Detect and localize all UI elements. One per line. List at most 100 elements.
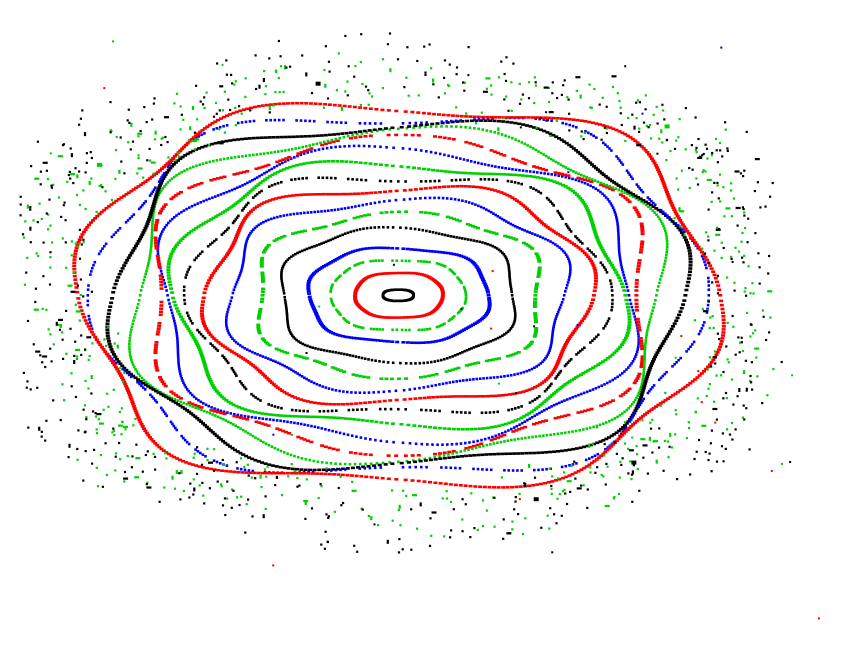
orbit-point xyxy=(566,186,571,190)
orbit-point xyxy=(628,173,632,177)
orbit-point xyxy=(163,282,166,285)
orbit-point xyxy=(374,438,377,442)
orbit-point xyxy=(557,478,562,481)
orbit-point xyxy=(500,166,504,169)
orbit-point xyxy=(263,164,268,168)
orbit-point xyxy=(424,196,427,200)
orbit-point xyxy=(625,302,630,306)
orbit-point xyxy=(707,235,710,238)
orbit-series-7 xyxy=(200,184,598,406)
orbit-point xyxy=(293,396,298,399)
orbit-point xyxy=(345,269,349,272)
orbit-point xyxy=(623,442,627,445)
orbit-point xyxy=(361,82,364,86)
orbit-point xyxy=(485,376,489,380)
orbit-point xyxy=(260,104,265,107)
orbit-point xyxy=(589,106,592,109)
orbit-point xyxy=(149,249,153,252)
orbit-point xyxy=(370,358,374,362)
orbit-point xyxy=(350,250,355,253)
orbit-point xyxy=(528,463,531,468)
orbit-point xyxy=(227,226,230,230)
orbit-point xyxy=(469,427,474,431)
orbit-point xyxy=(714,137,718,141)
orbit-point xyxy=(431,212,436,215)
orbit-point xyxy=(598,440,603,443)
orbit-point xyxy=(584,158,589,161)
orbit-point xyxy=(323,133,328,137)
orbit-point xyxy=(608,185,612,188)
orbit-point xyxy=(284,149,287,152)
orbit-point xyxy=(656,168,661,171)
orbit-point xyxy=(597,170,602,173)
orbit-point xyxy=(685,383,690,387)
orbit-point xyxy=(141,231,146,234)
orbit-point xyxy=(511,469,515,472)
orbit-point xyxy=(156,250,160,253)
orbit-point xyxy=(167,280,172,283)
orbit-point xyxy=(92,263,95,267)
orbit-point xyxy=(151,222,154,225)
orbit-point xyxy=(338,145,342,148)
orbit-point xyxy=(286,317,289,321)
orbit-point xyxy=(627,326,631,330)
orbit-point xyxy=(666,440,669,443)
orbit-point xyxy=(627,387,632,391)
orbit-point xyxy=(418,396,423,400)
orbit-point xyxy=(322,140,326,144)
orbit-point xyxy=(751,282,754,285)
orbit-point xyxy=(535,384,540,388)
orbit-point xyxy=(312,227,316,231)
orbit-point xyxy=(242,255,246,259)
orbit-point xyxy=(573,327,578,331)
orbit-point xyxy=(474,119,479,122)
orbit-point xyxy=(522,533,525,536)
orbit-point xyxy=(307,470,310,474)
orbit-point xyxy=(209,342,212,345)
orbit-point xyxy=(427,341,432,344)
orbit-point xyxy=(643,358,646,361)
orbit-point xyxy=(430,360,433,364)
orbit-point xyxy=(663,372,666,376)
orbit-point xyxy=(253,410,258,414)
orbit-point xyxy=(199,352,204,356)
orbit-point xyxy=(257,204,262,207)
orbit-point xyxy=(278,159,283,163)
orbit-point xyxy=(130,122,133,127)
orbit-point xyxy=(265,417,268,421)
orbit-point xyxy=(707,387,710,390)
orbit-point xyxy=(682,225,687,228)
orbit-point xyxy=(408,397,413,401)
orbit-point xyxy=(347,268,350,271)
orbit-point xyxy=(639,393,644,397)
orbit-point xyxy=(173,304,178,307)
orbit-point xyxy=(158,191,162,194)
orbit-point xyxy=(134,411,139,415)
orbit-point xyxy=(260,294,265,297)
orbit-point xyxy=(605,448,610,452)
orbit-point xyxy=(408,442,412,445)
orbit-point xyxy=(549,200,552,203)
orbit-point xyxy=(575,126,578,129)
orbit-point xyxy=(66,180,69,183)
orbit-point xyxy=(634,208,639,212)
orbit-point xyxy=(107,342,112,346)
orbit-point xyxy=(481,395,486,398)
orbit-point xyxy=(73,278,78,281)
orbit-point xyxy=(338,334,343,337)
orbit-point xyxy=(309,211,313,214)
orbit-point xyxy=(99,210,104,214)
orbit-point xyxy=(309,400,314,404)
orbit-point xyxy=(334,351,337,354)
orbit-point xyxy=(377,226,381,229)
orbit-point xyxy=(466,238,470,241)
orbit-point xyxy=(282,390,287,394)
orbit-point xyxy=(203,324,207,328)
orbit-point xyxy=(250,392,253,396)
orbit-point xyxy=(548,132,553,136)
orbit-point xyxy=(468,115,473,118)
orbit-point xyxy=(241,196,246,200)
orbit-point xyxy=(487,485,492,489)
orbit-point xyxy=(721,334,725,337)
orbit-point xyxy=(503,375,506,378)
